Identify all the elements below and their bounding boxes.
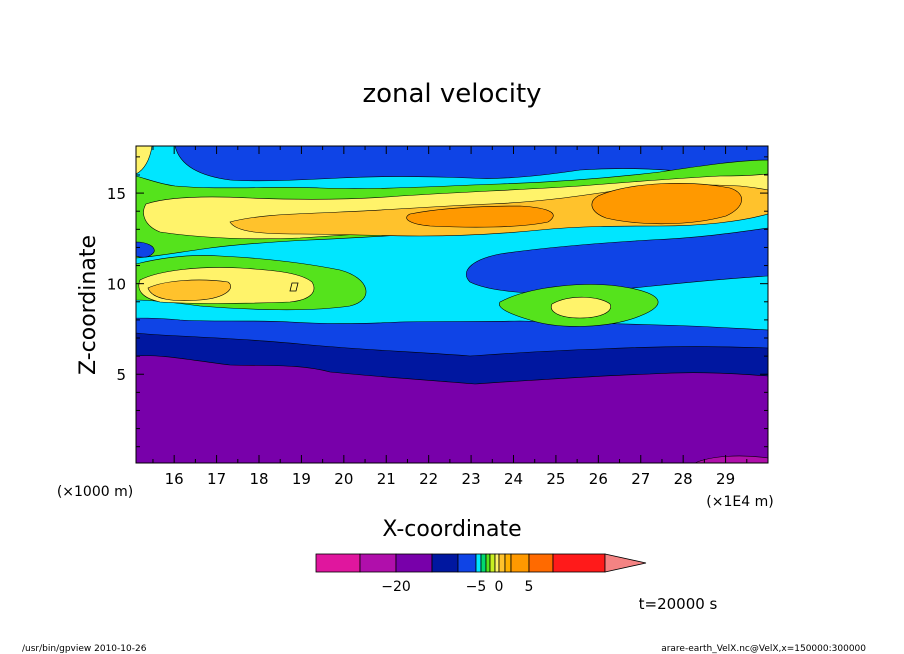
x-tick-label: 17 — [207, 470, 226, 488]
x-tick-label: 22 — [419, 470, 438, 488]
plot-frame — [135, 145, 769, 464]
colorbar-tick-label: −20 — [381, 579, 411, 595]
x-tick-label: 28 — [674, 470, 693, 488]
colorbar-tick-label: −5 — [466, 579, 487, 595]
y-axis: 5 10 15 — [107, 156, 768, 448]
x-axis-label: X-coordinate — [382, 517, 521, 542]
region-orange — [406, 183, 742, 228]
region-blue-left — [136, 241, 155, 258]
x-axis-unit: (×1E4 m) — [706, 494, 773, 510]
region-blue-right — [465, 227, 768, 294]
colorbar-segment — [528, 553, 554, 573]
footer-right: arare-earth_VelX.nc@VelX,x=150000:300000 — [661, 644, 866, 654]
colorbar-tick-label: 5 — [525, 579, 534, 595]
colorbar-extend-arrow — [604, 553, 647, 573]
colorbar-segment — [475, 553, 482, 573]
x-tick-label: 23 — [462, 470, 481, 488]
x-tick-label: 18 — [249, 470, 268, 488]
x-axis: 16 17 18 19 20 21 22 23 24 25 26 27 28 29 — [152, 146, 748, 488]
x-tick-label: 29 — [716, 470, 735, 488]
time-label: t=20000 s — [639, 595, 718, 613]
x-tick-label: 24 — [504, 470, 523, 488]
colorbar-segment — [431, 553, 459, 573]
colorbar-segment — [494, 553, 500, 573]
colorbar-segment — [498, 553, 506, 573]
x-tick-label: 19 — [292, 470, 311, 488]
colorbar-segment — [510, 553, 530, 573]
y-tick-label: 5 — [116, 366, 126, 384]
footer-left: /usr/bin/gpview 2010-10-26 — [22, 644, 147, 654]
colorbar-segment — [480, 553, 487, 573]
x-tick-label: 16 — [165, 470, 184, 488]
colorbar-ticks: −20 −5 0 5 — [381, 579, 533, 595]
colorbar-segment — [395, 553, 433, 573]
colorbar-tick-label: 0 — [495, 579, 504, 595]
heatmap-plot-area — [136, 146, 768, 463]
y-tick-label: 15 — [107, 185, 126, 203]
x-tick-label: 27 — [631, 470, 650, 488]
colorbar-segment — [457, 553, 477, 573]
colorbar-segment — [359, 553, 397, 573]
contour-small-loop — [289, 282, 299, 292]
chart-title: zonal velocity — [362, 79, 541, 109]
x-tick-label: 25 — [546, 470, 565, 488]
y-axis-label: Z-coordinate — [76, 235, 101, 375]
colorbar-segment — [485, 553, 491, 573]
colorbar-segment — [504, 553, 512, 573]
y-axis-unit: (×1000 m) — [57, 484, 133, 500]
colorbar-segment — [315, 553, 361, 573]
colorbar-segment — [552, 553, 606, 573]
y-tick-label: 10 — [107, 276, 126, 294]
colorbar-segment — [489, 553, 496, 573]
x-tick-label: 26 — [589, 470, 608, 488]
x-tick-label: 20 — [334, 470, 353, 488]
x-tick-label: 21 — [377, 470, 396, 488]
colorbar — [315, 553, 647, 573]
